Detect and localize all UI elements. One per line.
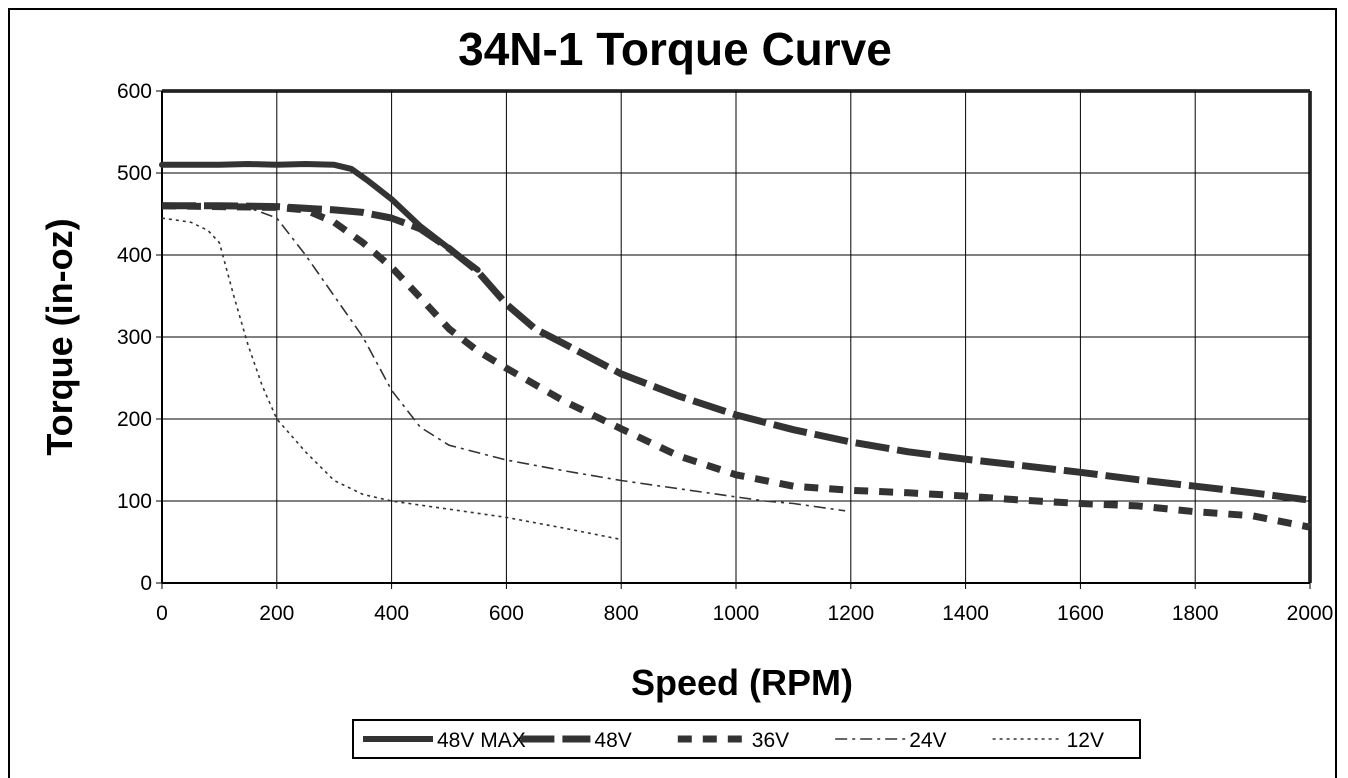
series-line-24v (162, 205, 846, 512)
x-tick-label: 1000 (713, 602, 760, 625)
x-tick-label: 200 (259, 602, 294, 625)
legend-label-48v: 48V (594, 729, 631, 752)
axis-ticks: 0 200 400 600 800 1000 1200 1400 1600 1800 2000 0 10… (117, 80, 1333, 625)
legend-label-24v: 24V (909, 729, 946, 752)
legend-label-48v-max: 48V MAX (437, 729, 526, 752)
y-axis-title: Torque (in-oz) (39, 218, 80, 455)
y-tick-label: 0 (140, 572, 152, 595)
x-tick-label: 400 (374, 602, 409, 625)
x-tick-label: 2000 (1287, 602, 1334, 625)
x-tick-label: 600 (489, 602, 524, 625)
series-line-36v (161, 202, 1311, 531)
x-tick-label: 1800 (1172, 602, 1219, 625)
series-lines (159, 161, 1311, 541)
chart-title: 34N-1 Torque Curve (458, 23, 892, 75)
y-tick-label: 100 (117, 490, 152, 513)
x-tick-label: 1600 (1057, 602, 1104, 625)
x-tick-label: 0 (156, 602, 168, 625)
grid-lines (162, 90, 1311, 583)
legend-label-12v: 12V (1067, 729, 1104, 752)
y-tick-label: 600 (117, 80, 152, 103)
legend-label-36v: 36V (752, 729, 789, 752)
x-tick-label: 1400 (942, 602, 989, 625)
x-tick-label: 1200 (827, 602, 874, 625)
series-line-12v (161, 217, 622, 541)
series-line-48v (162, 202, 1311, 504)
y-tick-label: 400 (117, 244, 152, 267)
chart-frame (8, 8, 1337, 778)
y-tick-label: 300 (117, 326, 152, 349)
legend: 48V MAX 48V 36V 24V 12V (352, 719, 1141, 759)
y-tick-label: 200 (117, 408, 152, 431)
y-tick-label: 500 (117, 162, 152, 185)
x-axis-title: Speed (RPM) (631, 662, 853, 703)
x-tick-label: 800 (604, 602, 639, 625)
